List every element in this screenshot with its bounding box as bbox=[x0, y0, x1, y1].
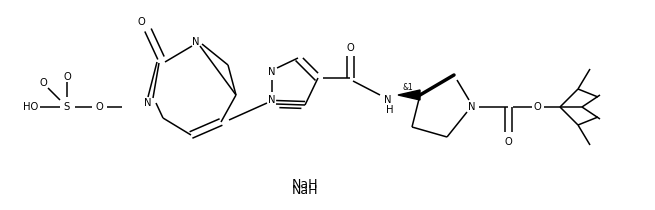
Text: O: O bbox=[504, 137, 512, 147]
Text: S: S bbox=[64, 102, 70, 112]
Text: N: N bbox=[269, 95, 276, 105]
Text: N: N bbox=[468, 102, 476, 112]
Text: O: O bbox=[39, 78, 47, 88]
Text: O: O bbox=[95, 102, 103, 112]
Text: O: O bbox=[533, 102, 541, 112]
Text: N: N bbox=[193, 37, 200, 47]
Polygon shape bbox=[398, 90, 420, 100]
Text: O: O bbox=[137, 17, 145, 27]
Text: NaH: NaH bbox=[291, 184, 318, 197]
Text: O: O bbox=[63, 72, 71, 82]
Text: N: N bbox=[384, 95, 392, 105]
Text: HO: HO bbox=[23, 102, 38, 112]
Text: N: N bbox=[269, 67, 276, 77]
Text: NaH: NaH bbox=[291, 178, 318, 192]
Text: &1: &1 bbox=[403, 83, 413, 92]
Text: H: H bbox=[386, 105, 394, 115]
Text: N: N bbox=[144, 98, 152, 108]
Text: O: O bbox=[346, 43, 354, 53]
